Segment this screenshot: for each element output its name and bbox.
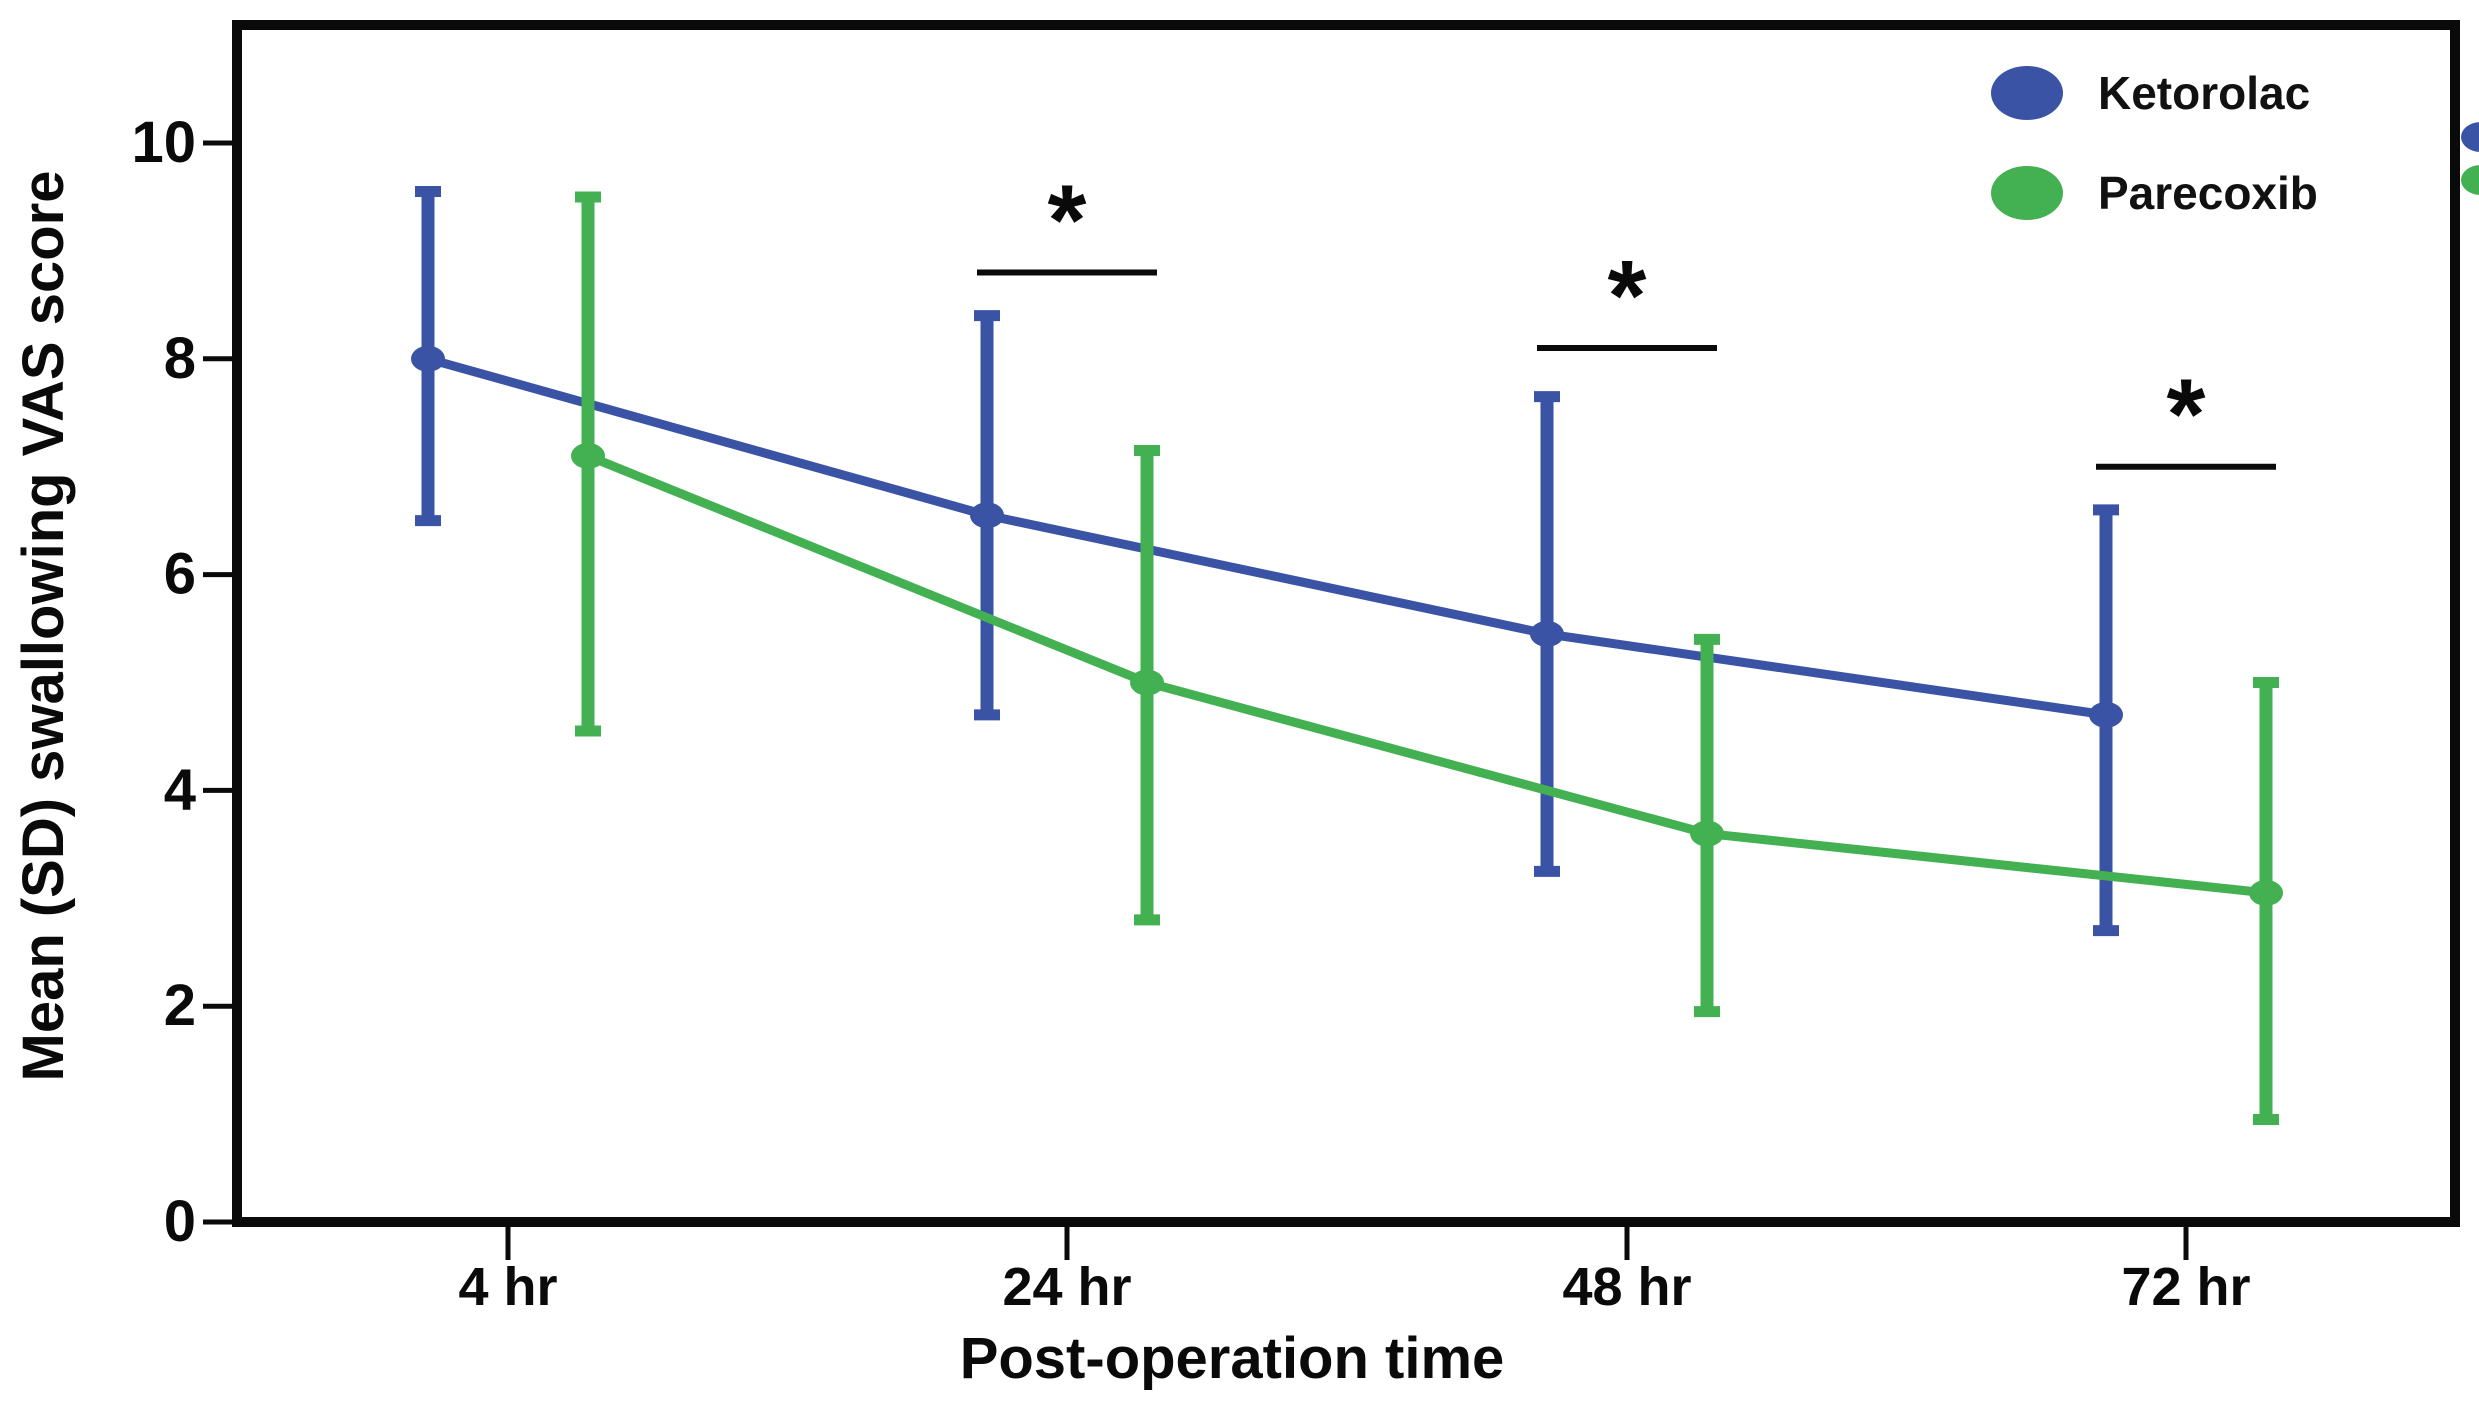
legend-label: Ketorolac (2098, 67, 2310, 119)
legend: Ketorolac Parecoxib (1991, 66, 2318, 220)
series-layer (411, 186, 2283, 1125)
y-tick-label: 2 (164, 973, 196, 1038)
y-axis-title: Mean (SD) swallowing VAS score (11, 170, 76, 1081)
y-tick-label: 10 (131, 110, 196, 175)
plot-frame (232, 20, 2460, 1227)
clipped-legend-dots (2461, 122, 2479, 195)
significance-layer: * * * (977, 164, 2276, 471)
x-tick-label: 24 hr (1002, 1257, 1131, 1317)
significance-asterisk: * (1608, 240, 1647, 352)
x-axis: 4 hr 24 hr 48 hr 72 hr (458, 1227, 2251, 1317)
significance-asterisk: * (2167, 359, 2206, 471)
data-point-marker (411, 345, 445, 372)
series-ketorolac (411, 186, 2123, 937)
clipped-legend-dot (2461, 165, 2479, 195)
x-axis-title: Post-operation time (960, 1326, 1505, 1391)
data-point-marker (1530, 620, 1564, 647)
legend-marker-parecoxib (1991, 166, 2063, 220)
data-point-marker (1130, 669, 1164, 696)
data-point-marker (571, 442, 605, 469)
y-axis: 0 2 4 6 8 10 (131, 110, 235, 1254)
y-tick-label: 0 (164, 1189, 196, 1254)
series-parecoxib (571, 191, 2283, 1125)
data-point-marker (970, 502, 1004, 529)
legend-marker-ketorolac (1991, 66, 2063, 120)
legend-label: Parecoxib (2098, 167, 2318, 219)
data-point-marker (2249, 879, 2283, 906)
data-point-marker (2089, 701, 2123, 728)
y-tick-label: 6 (164, 542, 196, 607)
significance-asterisk: * (1048, 164, 1087, 276)
x-tick-label: 48 hr (1562, 1257, 1691, 1317)
data-point-marker (1690, 820, 1724, 847)
y-tick-label: 8 (164, 326, 196, 391)
x-tick-label: 4 hr (458, 1257, 557, 1317)
series-line (426, 354, 2107, 720)
clipped-legend-dot (2461, 122, 2479, 152)
y-tick-label: 4 (164, 757, 196, 822)
series-line (586, 451, 2267, 898)
x-tick-label: 72 hr (2121, 1257, 2250, 1317)
